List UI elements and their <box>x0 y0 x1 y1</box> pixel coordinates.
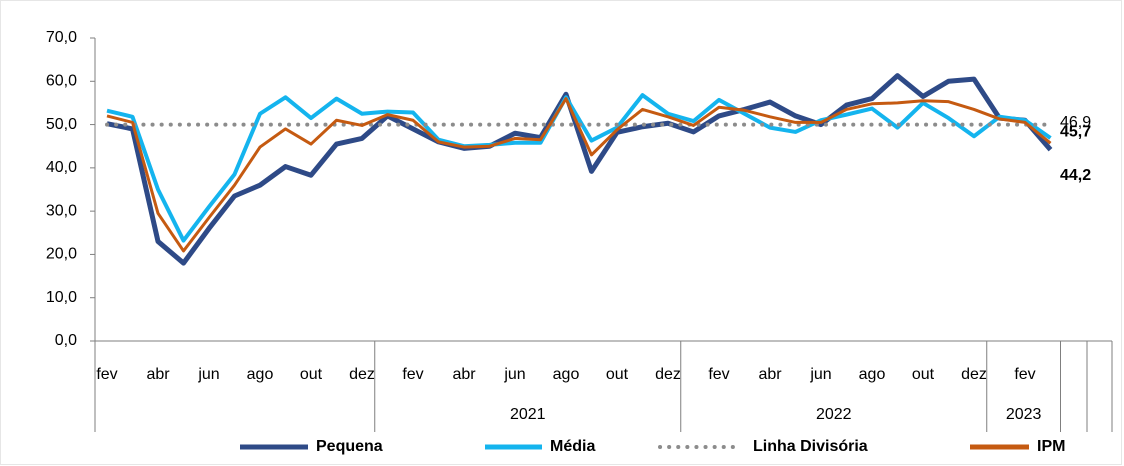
legend-label: Pequena <box>316 438 383 455</box>
value-label: 44,2 <box>1060 167 1091 184</box>
x-tick-label: fev <box>708 366 729 383</box>
y-tick-label: 10,0 <box>46 289 77 306</box>
x-tick-label: abr <box>452 366 476 383</box>
series-line <box>106 73 1053 266</box>
legend-label: Média <box>550 438 595 455</box>
y-tick-label: 60,0 <box>46 73 77 90</box>
x-tick-label: abr <box>146 366 170 383</box>
series-line <box>106 97 1052 253</box>
y-tick-label: 70,0 <box>46 29 77 46</box>
x-tick-label: dez <box>961 366 987 383</box>
x-tick-label: ago <box>247 366 274 383</box>
legend-label: Linha Divisória <box>753 438 868 455</box>
x-tick-label: jun <box>809 366 831 383</box>
x-tick-label: out <box>606 366 629 383</box>
x-tick-label: dez <box>349 366 375 383</box>
x-tick-label: abr <box>758 366 782 383</box>
y-tick-label: 40,0 <box>46 159 77 176</box>
legend-label: IPM <box>1037 438 1065 455</box>
x-tick-label: ago <box>553 366 580 383</box>
year-label: 2023 <box>1006 406 1042 423</box>
year-label: 2021 <box>510 406 546 423</box>
value-label: 46,9 <box>1060 114 1091 131</box>
x-tick-label: out <box>300 366 323 383</box>
y-tick-label: 20,0 <box>46 246 77 263</box>
x-tick-label: jun <box>503 366 525 383</box>
x-tick-label: out <box>912 366 935 383</box>
series-line <box>106 93 1052 243</box>
y-tick-label: 50,0 <box>46 116 77 133</box>
y-tick-label: 0,0 <box>55 332 77 349</box>
x-tick-label: dez <box>655 366 681 383</box>
x-tick-label: ago <box>859 366 886 383</box>
x-tick-label: fev <box>96 366 117 383</box>
x-tick-label: jun <box>197 366 219 383</box>
year-label: 2022 <box>816 406 852 423</box>
x-tick-label: fev <box>402 366 423 383</box>
y-tick-label: 30,0 <box>46 202 77 219</box>
value-label: 45,7 <box>1060 123 1091 140</box>
x-tick-label: fev <box>1014 366 1035 383</box>
